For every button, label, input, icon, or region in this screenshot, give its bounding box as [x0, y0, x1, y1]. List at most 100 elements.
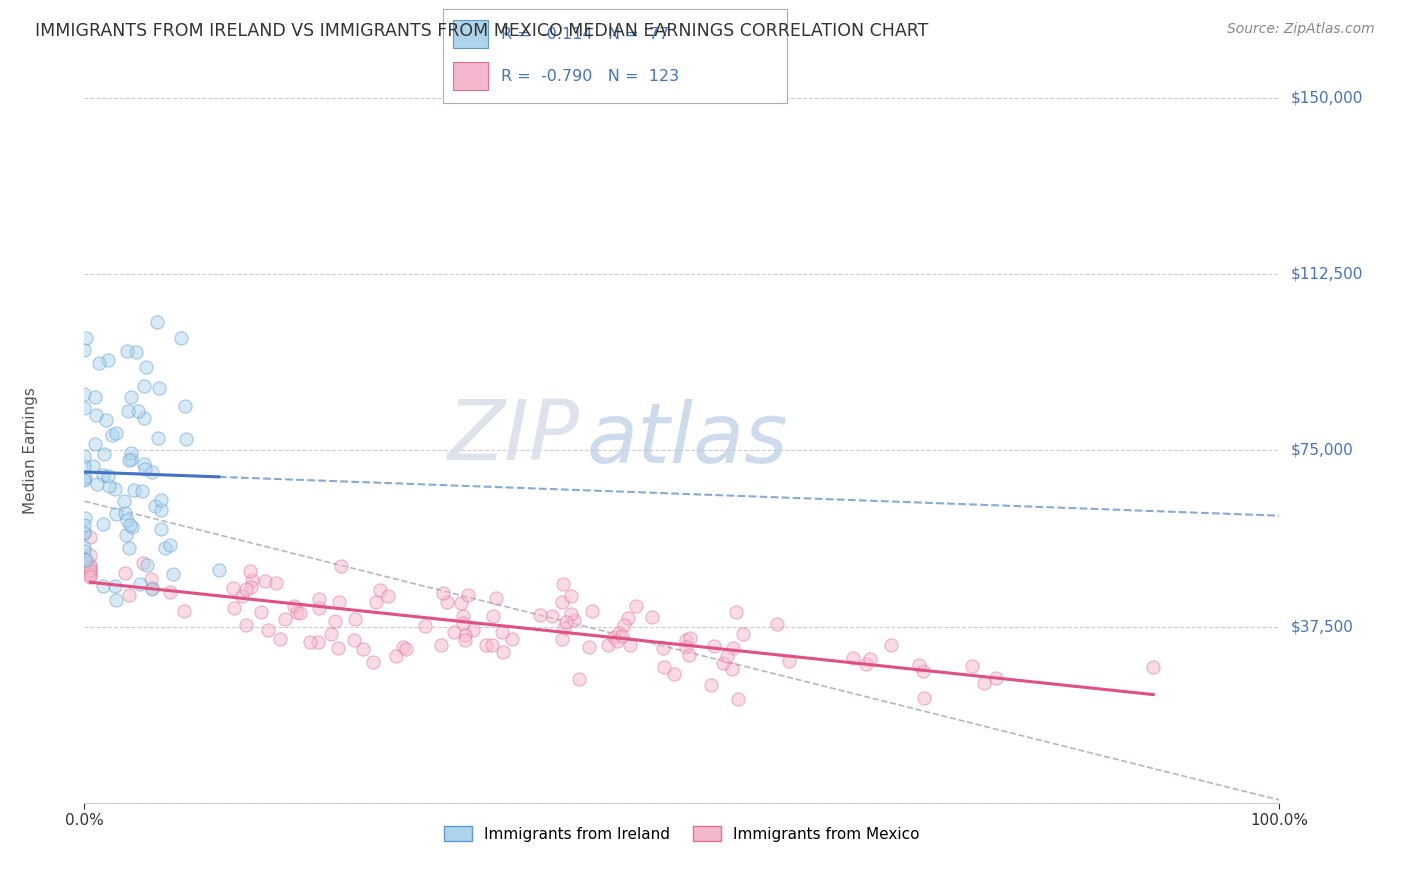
Point: [104, 507, 127, 521]
Point: [578, 640, 600, 654]
Point: [453, 616, 475, 631]
Point: [105, 426, 128, 441]
Point: [162, 566, 184, 581]
Text: Median Earnings: Median Earnings: [22, 387, 38, 514]
Point: [731, 627, 754, 641]
Point: [554, 615, 576, 629]
Point: [91, 467, 114, 482]
Point: [73, 552, 96, 566]
Point: [366, 594, 388, 608]
Point: [240, 580, 263, 594]
Point: [619, 638, 641, 652]
Point: [114, 528, 136, 542]
Point: [299, 635, 322, 649]
Point: [328, 595, 350, 609]
Point: [117, 453, 139, 467]
Point: [430, 639, 453, 653]
Point: [112, 493, 135, 508]
Point: [323, 615, 346, 629]
Point: [308, 601, 330, 615]
Point: [98, 479, 121, 493]
Point: [75, 553, 97, 567]
Point: [159, 584, 181, 599]
Point: [626, 599, 648, 613]
Point: [274, 612, 297, 626]
Point: [141, 465, 163, 479]
Point: [82, 458, 104, 473]
Point: [86, 477, 108, 491]
Point: [319, 627, 342, 641]
Point: [721, 641, 744, 656]
Point: [96, 469, 118, 483]
Point: [129, 576, 152, 591]
Point: [222, 600, 245, 615]
Point: [250, 605, 273, 619]
Point: [91, 579, 114, 593]
Point: [606, 634, 628, 648]
Text: ZIP: ZIP: [449, 396, 581, 477]
Point: [118, 541, 141, 556]
Point: [553, 621, 575, 635]
Point: [855, 657, 877, 671]
Text: R =  -0.114   N =  77: R = -0.114 N = 77: [502, 27, 669, 42]
Point: [73, 343, 96, 357]
Point: [700, 678, 723, 692]
Point: [269, 632, 291, 647]
Point: [678, 648, 700, 662]
Point: [778, 654, 800, 668]
Point: [132, 457, 155, 471]
Point: [79, 559, 101, 574]
Point: [118, 517, 141, 532]
Point: [482, 609, 505, 624]
Point: [343, 632, 366, 647]
Point: [141, 572, 163, 586]
Point: [253, 574, 276, 589]
Point: [475, 638, 498, 652]
Point: [84, 408, 107, 422]
Point: [73, 458, 96, 473]
Text: $112,500: $112,500: [1291, 267, 1362, 282]
Point: [551, 632, 574, 646]
Point: [73, 449, 96, 463]
Point: [150, 522, 173, 536]
Point: [134, 461, 156, 475]
Point: [560, 589, 582, 603]
Point: [75, 511, 97, 525]
Point: [73, 469, 96, 483]
Point: [104, 579, 127, 593]
Point: [149, 503, 172, 517]
Point: [135, 360, 157, 375]
Point: [385, 648, 408, 663]
Point: [117, 404, 139, 418]
Point: [675, 632, 697, 647]
Point: [121, 520, 143, 534]
Point: [541, 608, 564, 623]
Text: $150,000: $150,000: [1291, 91, 1362, 105]
Point: [463, 623, 485, 637]
Point: [79, 568, 101, 582]
Point: [149, 493, 172, 508]
Point: [127, 403, 149, 417]
Point: [73, 401, 96, 415]
Point: [603, 630, 626, 644]
Point: [159, 539, 181, 553]
Point: [115, 513, 138, 527]
Point: [613, 618, 636, 632]
Point: [73, 524, 96, 539]
Point: [973, 675, 995, 690]
Point: [326, 641, 349, 656]
Point: [912, 691, 935, 706]
Point: [153, 541, 176, 555]
Point: [716, 649, 738, 664]
Point: [529, 608, 551, 623]
Text: $37,500: $37,500: [1291, 619, 1354, 634]
Point: [491, 624, 513, 639]
Point: [453, 633, 475, 648]
Point: [89, 356, 111, 370]
Point: [73, 544, 96, 558]
Bar: [453, 21, 488, 48]
Point: [842, 651, 865, 665]
Point: [652, 660, 675, 674]
Point: [1142, 660, 1164, 674]
Point: [664, 666, 686, 681]
